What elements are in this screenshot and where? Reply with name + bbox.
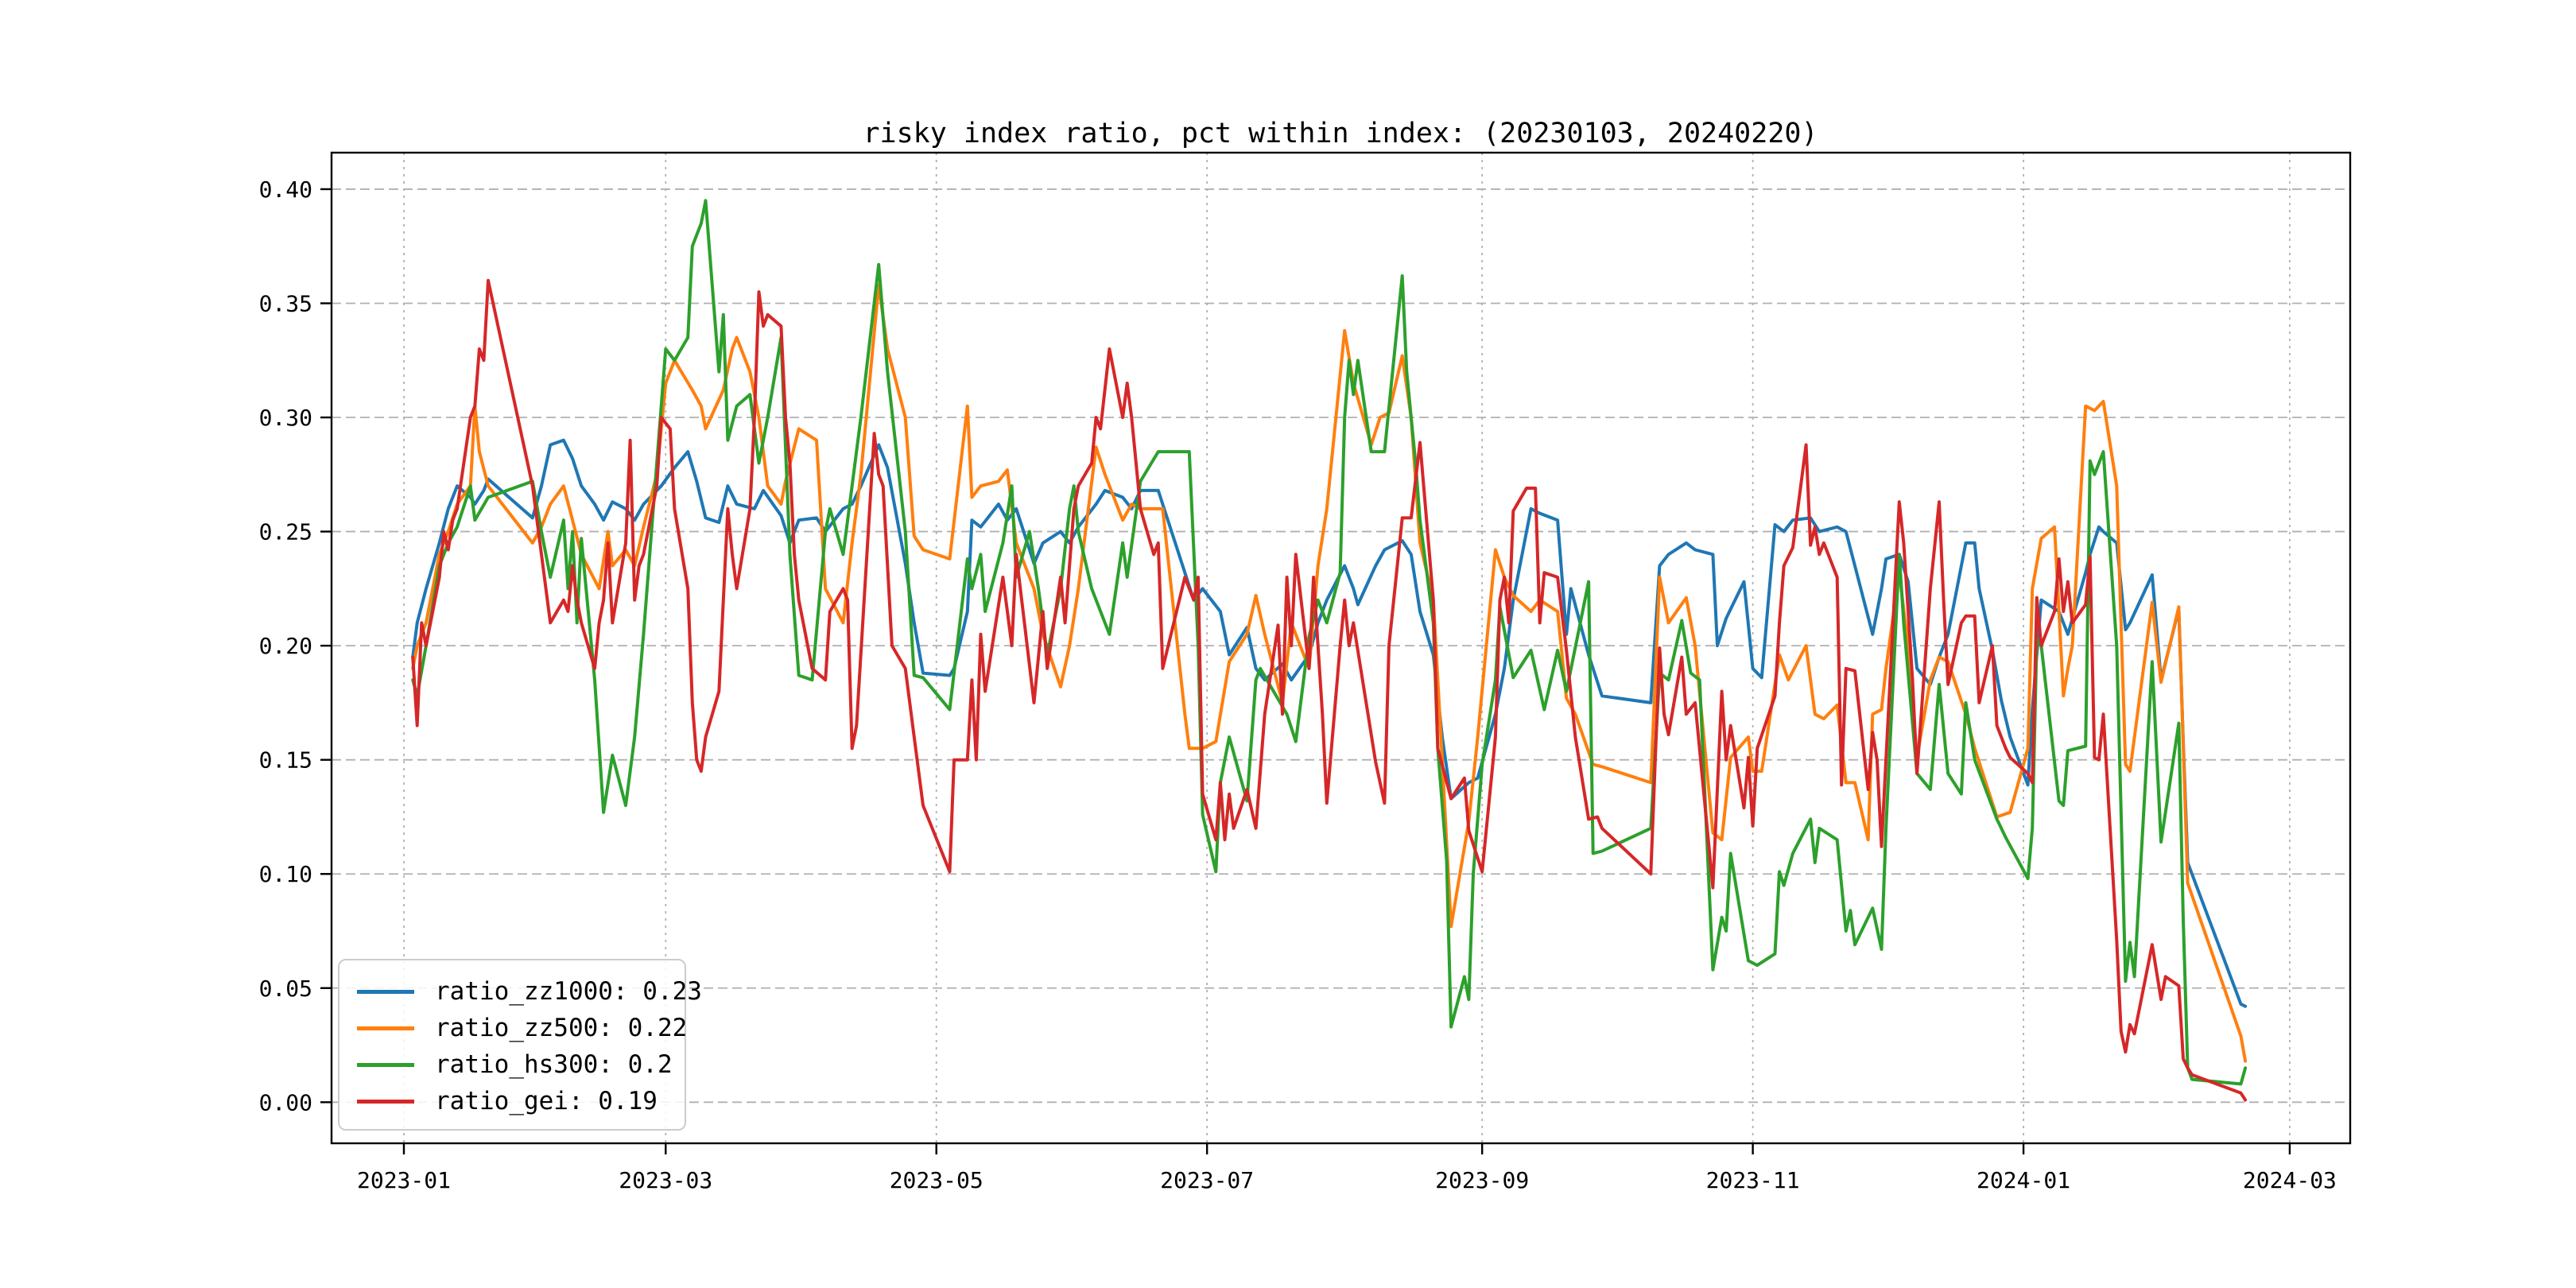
legend-label-zz500: ratio_zz500: 0.22 [435,1014,688,1042]
data-series [411,199,2248,1102]
y-tick-label: 0.05 [259,976,312,1002]
y-tick-label: 0.10 [259,861,312,887]
legend: ratio_zz1000: 0.23 ratio_zz500: 0.22 rat… [338,959,702,1131]
y-tick-label: 0.40 [259,177,312,203]
y-tick-label: 0.30 [259,405,312,431]
x-tick-label: 2023-01 [357,1167,451,1193]
series-line-ratio_gei [411,278,2248,1102]
plot-frame [330,151,2352,1145]
legend-item-zz500: ratio_zz500: 0.22 [357,1010,688,1046]
x-tick-label: 2023-09 [1435,1167,1529,1193]
legend-item-hs300: ratio_hs300: 0.2 [357,1046,685,1083]
legend-line-sample-zz1000 [357,989,414,994]
legend-line-sample-hs300 [357,1062,414,1067]
x-tick-label: 2023-03 [619,1167,712,1193]
y-tick-label: 0.00 [259,1089,312,1115]
legend-line-sample-gei [357,1099,414,1104]
x-tick-label: 2024-03 [2243,1167,2337,1193]
legend-label-zz1000: ratio_zz1000: 0.23 [435,977,702,1006]
series-line-ratio_zz500 [411,283,2248,1063]
x-tick-label: 2024-01 [1977,1167,2070,1193]
legend-label-gei: ratio_gei: 0.19 [435,1087,658,1115]
y-tick-label: 0.25 [259,519,312,545]
legend-label-hs300: ratio_hs300: 0.2 [435,1050,673,1079]
y-tick-label: 0.35 [259,290,312,316]
chart-title: risky index ratio, pct within index: (20… [863,118,1818,149]
y-tick-label: 0.20 [259,633,312,659]
legend-item-gei: ratio_gei: 0.19 [357,1083,685,1119]
tick-labels: 0.00 0.05 0.10 0.15 0.20 0.25 0.30 0.35 0.40 2023… [259,177,2337,1193]
x-tick-label: 2023-05 [890,1167,983,1193]
legend-line-sample-zz500 [357,1026,414,1030]
x-tick-label: 2023-11 [1706,1167,1800,1193]
legend-item-zz1000: ratio_zz1000: 0.23 [357,973,702,1010]
series-line-ratio_hs300 [411,199,2248,1086]
axes [320,151,2352,1154]
x-tick-label: 2023-07 [1160,1167,1254,1193]
y-tick-label: 0.15 [259,747,312,774]
